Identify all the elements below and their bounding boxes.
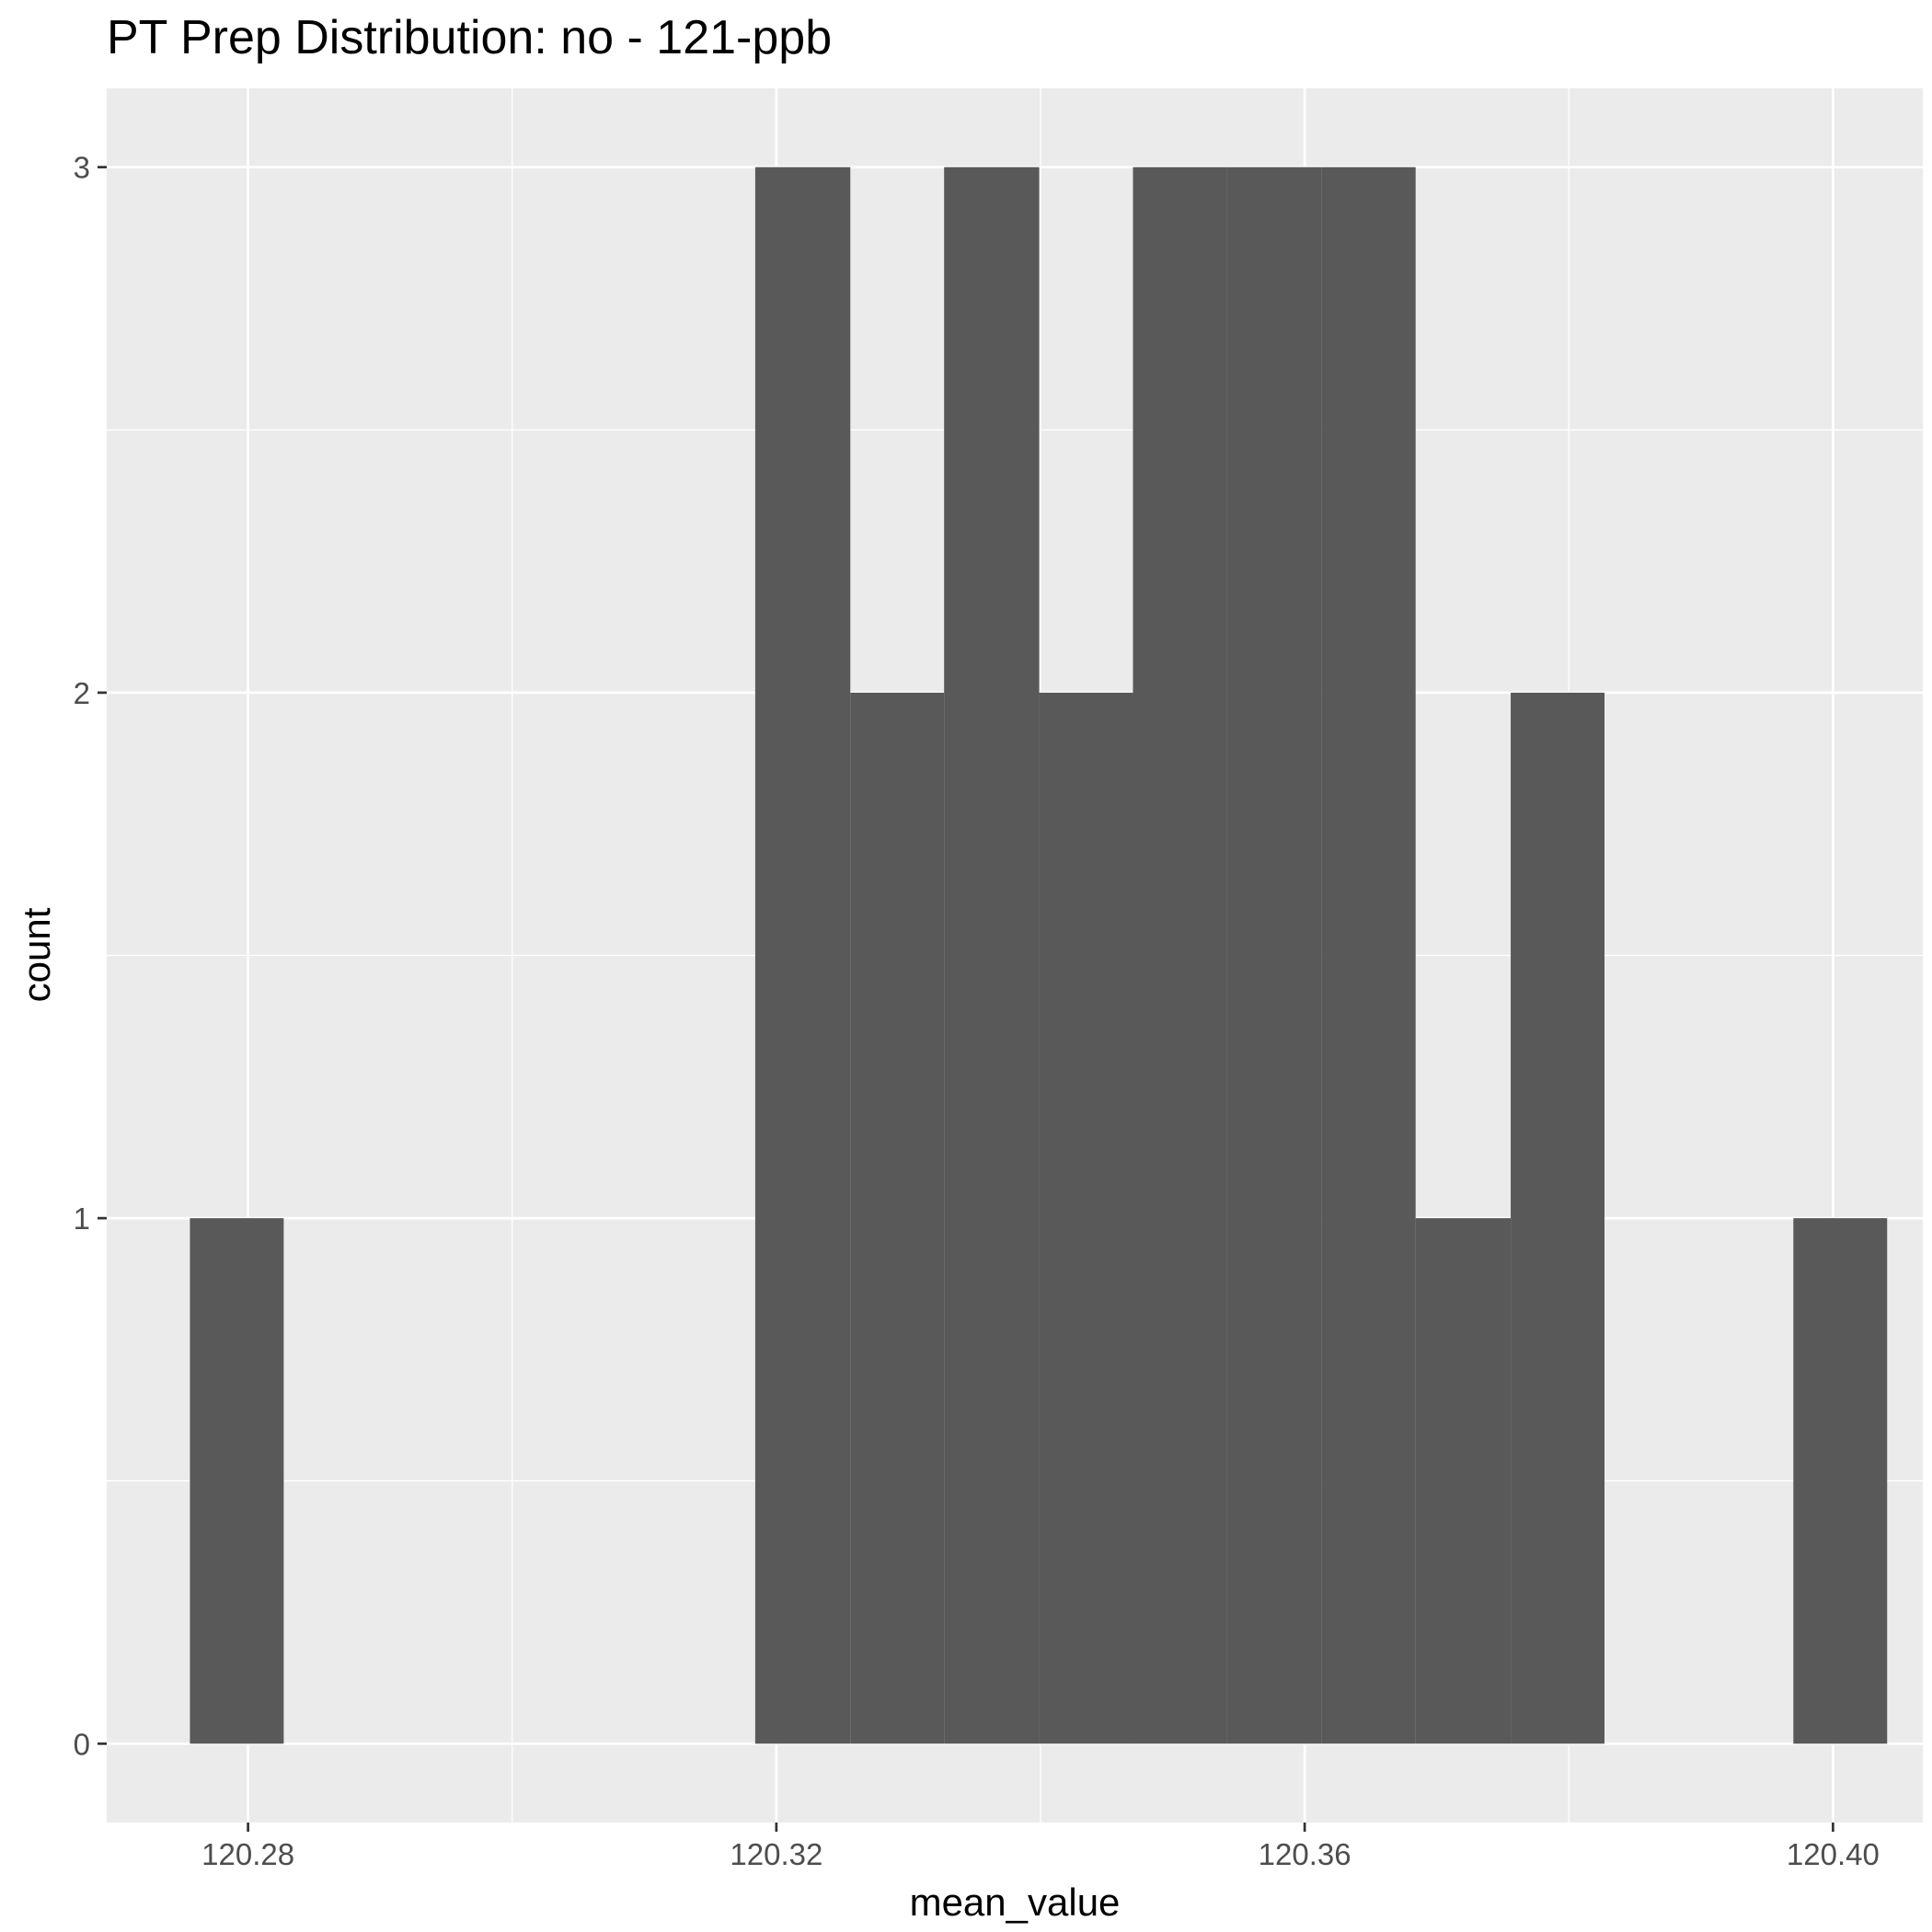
histogram-bar bbox=[1321, 167, 1416, 1744]
histogram-bar bbox=[1793, 1218, 1888, 1744]
histogram-bar bbox=[754, 167, 851, 1744]
x-axis-title: mean_value bbox=[910, 1880, 1121, 1924]
y-tick-label: 0 bbox=[74, 1727, 90, 1761]
x-tick-label: 120.28 bbox=[201, 1837, 294, 1871]
histogram-bars bbox=[190, 167, 1888, 1744]
x-tick-label: 120.32 bbox=[730, 1837, 822, 1871]
histogram-bar bbox=[850, 692, 945, 1744]
x-tick-label: 120.36 bbox=[1259, 1837, 1351, 1871]
histogram-bar bbox=[190, 1218, 284, 1744]
histogram-bar bbox=[1511, 692, 1605, 1744]
axes: 120.28 120.32 120.36 120.40 0 1 2 3 bbox=[74, 151, 1880, 1871]
histogram-bar bbox=[1039, 692, 1133, 1744]
histogram-bar bbox=[944, 167, 1040, 1744]
histogram-bar bbox=[1415, 1218, 1512, 1744]
y-axis-title: count bbox=[15, 907, 58, 1002]
histogram-bar bbox=[1133, 167, 1227, 1744]
y-tick-label: 3 bbox=[74, 151, 90, 185]
x-tick-label: 120.40 bbox=[1787, 1837, 1880, 1871]
chart-title: PT Prep Distribution: no - 121-ppb bbox=[107, 11, 832, 64]
y-tick-label: 1 bbox=[74, 1202, 90, 1236]
y-tick-label: 2 bbox=[74, 676, 90, 710]
histogram-bar bbox=[1226, 167, 1322, 1744]
